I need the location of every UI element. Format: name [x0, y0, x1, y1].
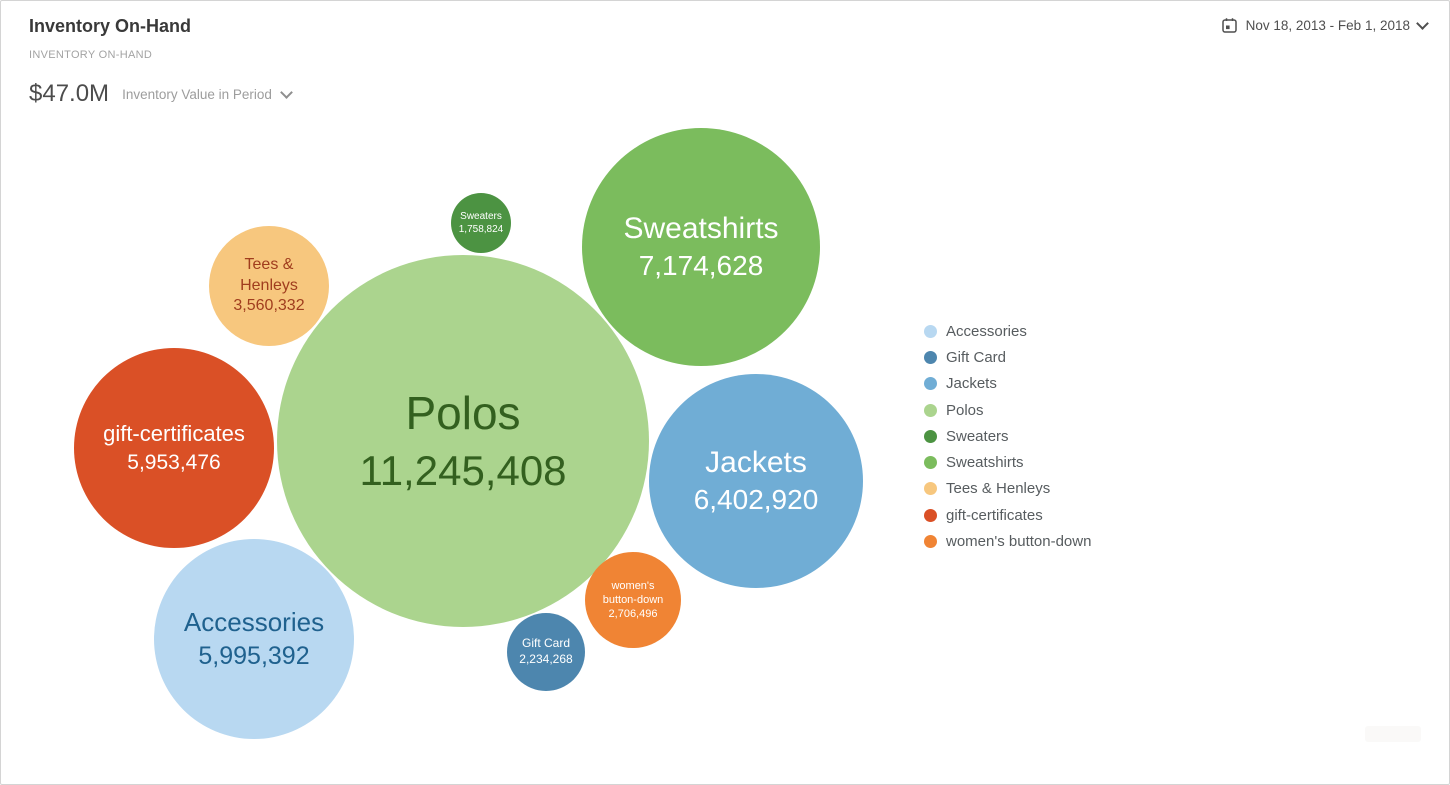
legend-item-sweaters[interactable]: Sweaters [924, 423, 1091, 449]
bubble-value: 3,560,332 [233, 297, 305, 315]
legend-label: Gift Card [946, 348, 1007, 366]
legend-dot-icon [924, 482, 937, 496]
bubble-label: button-down [602, 593, 664, 606]
bubble-tees-henleys[interactable]: Tees & Henleys 3,560,332 [209, 226, 329, 346]
legend-label: women's button-down [946, 533, 1092, 551]
bubble-value: 5,995,392 [198, 641, 310, 670]
legend-label: Polos [946, 401, 984, 419]
date-range-picker[interactable]: Nov 18, 2013 - Feb 1, 2018 [1221, 17, 1429, 34]
bubble-label: Accessories [183, 606, 325, 637]
bubble-accessories[interactable]: Accessories 5,995,392 [154, 539, 354, 739]
bubble-jackets[interactable]: Jackets 6,402,920 [649, 374, 863, 588]
bubble-gift-certificates[interactable]: gift-certificates 5,953,476 [74, 348, 274, 548]
bubble-gift-card[interactable]: Gift Card 2,234,268 [507, 613, 585, 691]
bubble-label: Sweatshirts [623, 212, 779, 246]
legend-dot-icon [924, 429, 937, 443]
bubble-label: gift-certificates [103, 421, 245, 447]
legend-label: gift-certificates [946, 506, 1043, 524]
bubble-value: 2,706,496 [608, 608, 658, 621]
bubble-label: Jackets [705, 446, 807, 480]
legend-dot-icon [924, 535, 937, 549]
bubble-value: 5,953,476 [127, 450, 221, 474]
legend-item-gift-certificates[interactable]: gift-certificates [924, 502, 1091, 528]
legend-item-polos[interactable]: Polos [924, 397, 1091, 423]
bubble-label: women's [611, 579, 655, 592]
legend-dot-icon [924, 324, 937, 338]
bubble-label: Polos [405, 386, 521, 439]
legend-label: Sweatshirts [946, 454, 1024, 472]
bubble-label: Tees & [244, 255, 294, 273]
bubble-polos[interactable]: Polos 11,245,408 [277, 255, 649, 627]
bubble-womens-button-down[interactable]: women's button-down 2,706,496 [585, 552, 681, 648]
bubble-label: Sweaters [460, 211, 502, 222]
bubble-value: 1,758,824 [458, 224, 504, 235]
watermark [1365, 726, 1421, 742]
legend-item-women-s-button-down[interactable]: women's button-down [924, 528, 1091, 554]
date-range-label: Nov 18, 2013 - Feb 1, 2018 [1245, 18, 1410, 33]
calendar-icon [1221, 17, 1238, 34]
legend-label: Jackets [946, 375, 997, 393]
bubble-value: 7,174,628 [638, 250, 764, 282]
legend-dot-icon [924, 508, 937, 522]
legend-label: Accessories [946, 322, 1027, 340]
page-subtitle: INVENTORY ON-HAND [29, 49, 153, 61]
metric-selector-dropdown[interactable]: Inventory Value in Period [122, 85, 293, 102]
legend-item-gift-card[interactable]: Gift Card [924, 344, 1091, 370]
metric-row: $47.0M Inventory Value in Period [29, 80, 293, 108]
bubble-sweaters[interactable]: Sweaters 1,758,824 [451, 193, 511, 253]
bubble-value: 6,402,920 [693, 484, 819, 516]
page-title: Inventory On-Hand [29, 16, 192, 36]
bubble-value: 2,234,268 [519, 652, 573, 666]
metric-label: Inventory Value in Period [122, 86, 272, 102]
legend-item-tees-henleys[interactable]: Tees & Henleys [924, 476, 1091, 502]
legend-item-sweatshirts[interactable]: Sweatshirts [924, 449, 1091, 475]
legend-dot-icon [924, 456, 937, 470]
bubble-label: Gift Card [521, 636, 570, 651]
bubble-sweatshirts[interactable]: Sweatshirts 7,174,628 [582, 128, 820, 366]
legend-label: Sweaters [946, 427, 1009, 445]
legend-item-jackets[interactable]: Jackets [924, 371, 1091, 397]
legend-label: Tees & Henleys [946, 480, 1051, 498]
legend: Accessories Gift Card Jackets Polos Sweaters… [924, 318, 1091, 555]
legend-dot-icon [924, 350, 937, 364]
legend-item-accessories[interactable]: Accessories [924, 318, 1091, 344]
legend-dot-icon [924, 377, 937, 391]
bubble-label: Henleys [240, 276, 298, 294]
metric-value: $47.0M [29, 80, 110, 107]
legend-dot-icon [924, 403, 937, 417]
bubble-value: 11,245,408 [359, 446, 567, 494]
